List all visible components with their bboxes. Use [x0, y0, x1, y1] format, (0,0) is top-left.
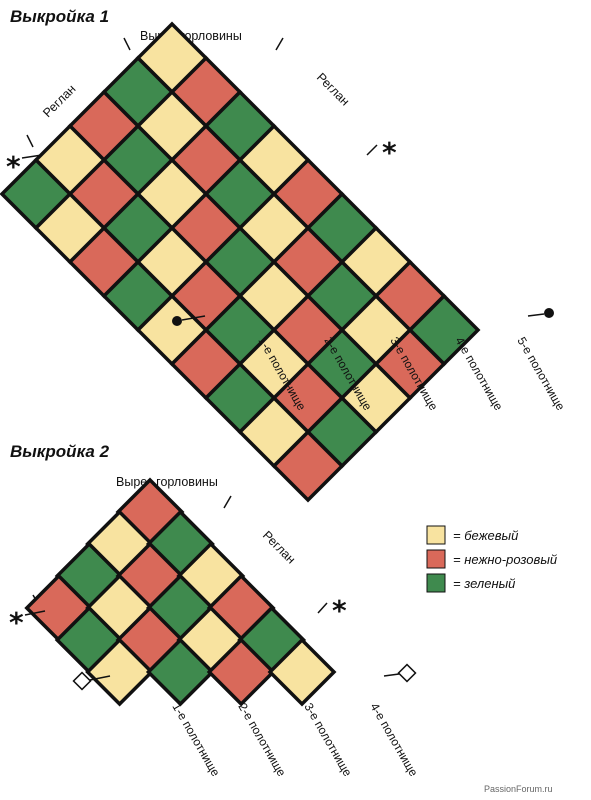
legend-label-green: = зеленый: [453, 576, 515, 591]
pattern-1: Выкройка 1 Вырез горловины Реглан Реглан…: [0, 7, 568, 503]
strip-label: 4-е полотнище: [452, 335, 505, 414]
strip-label: 5-е полотнище: [514, 335, 567, 414]
pattern-2-cell: [145, 637, 215, 707]
pattern-2-cells: [24, 477, 337, 707]
diamond-marker-left: [72, 671, 92, 691]
pattern-2-strip-labels: 1-е полотнище 2-е полотнище 3-е полотнище 4…: [169, 701, 420, 780]
raglan-tick-left: [26, 134, 34, 148]
neckline-tick-left: [123, 37, 131, 51]
asterisk-marker-right: *: [332, 594, 347, 627]
dot-marker-right: [544, 308, 554, 318]
neckline-tick-right: [275, 37, 284, 51]
legend-label-beige: = бежевый: [453, 528, 518, 543]
strip-label: 4-е полотнище: [367, 701, 420, 780]
strip-label: 3-е полотнище: [301, 701, 354, 780]
asterisk-marker-left: *: [6, 150, 21, 183]
asterisk-marker-left: *: [9, 606, 24, 639]
legend-swatch-beige: [426, 525, 446, 545]
pattern-2-cell: [206, 637, 276, 707]
pattern-2-cell: [267, 637, 337, 707]
diamond-marker-right: [397, 663, 417, 683]
pattern-1-cell: [271, 429, 345, 503]
pattern-2: Выкройка 2 Вырез горловины Реглан Реглан…: [9, 442, 421, 779]
legend-label-pink: = нежно-розовый: [453, 552, 557, 567]
legend-swatch-green: [426, 573, 446, 593]
strip-label: 1-е полотнище: [169, 701, 222, 780]
watermark: PassionForum.ru: [484, 784, 553, 794]
color-legend: = бежевый = нежно-розовый = зеленый: [426, 525, 557, 593]
pattern-1-title: Выкройка 1: [10, 7, 109, 26]
pattern-2-neckline-label: Вырез горловины: [116, 475, 218, 489]
pattern-2-title: Выкройка 2: [10, 442, 110, 461]
pattern-1-cells: [0, 21, 481, 503]
pattern-1-raglan-right: Реглан: [314, 70, 352, 108]
pattern-2-cell: [85, 637, 155, 707]
legend-swatch-pink: [426, 549, 446, 569]
strip-label: 2-е полотнище: [235, 701, 288, 780]
asterisk-marker-right: *: [382, 136, 397, 169]
raglan-tick-right: [366, 144, 378, 156]
pattern-1-raglan-left: Реглан: [40, 82, 78, 120]
pattern-2-raglan-right: Реглан: [260, 528, 298, 566]
dot-marker-left: [172, 316, 182, 326]
